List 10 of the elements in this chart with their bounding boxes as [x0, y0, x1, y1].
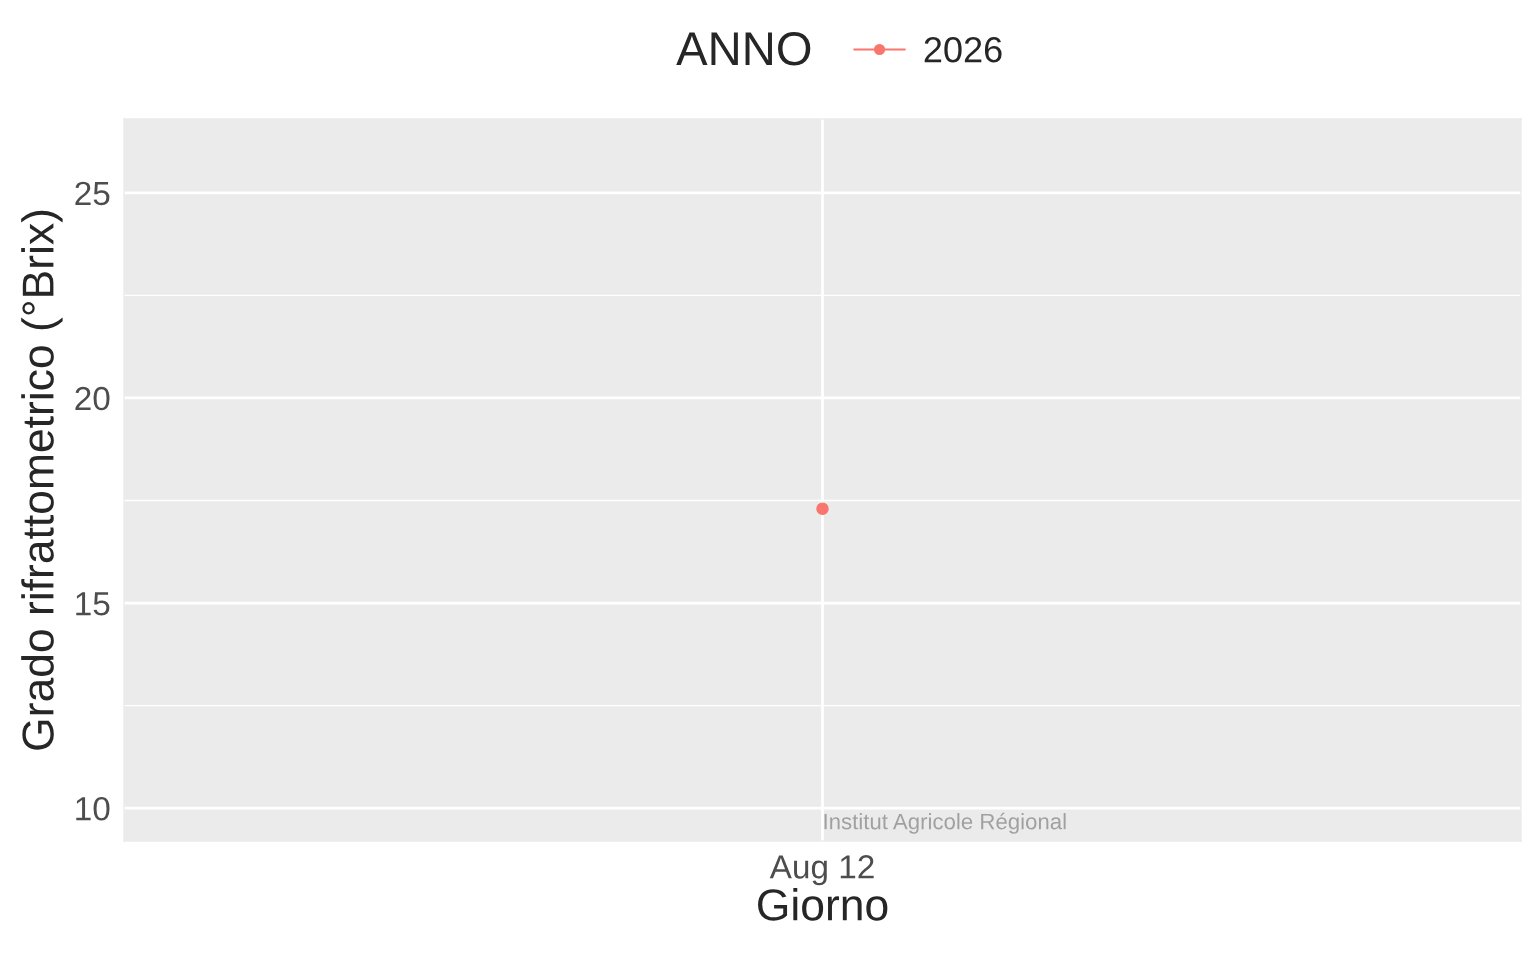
- y-axis-title: Grado rifrattometrico (°Brix): [21, 210, 63, 750]
- annotation: Institut Agricole Régional: [824, 812, 1066, 834]
- y-tick-label: 15: [76, 592, 110, 616]
- y-tick-label: 10: [76, 796, 110, 821]
- x-tick-label: Aug 12: [769, 855, 874, 886]
- legend-title: ANNO: [676, 32, 811, 66]
- y-tick-label: 25: [75, 181, 110, 206]
- x-axis-title: Giorno: [758, 888, 888, 921]
- legend-label: 2026: [924, 36, 1002, 63]
- y-tick-label: 20: [75, 386, 110, 411]
